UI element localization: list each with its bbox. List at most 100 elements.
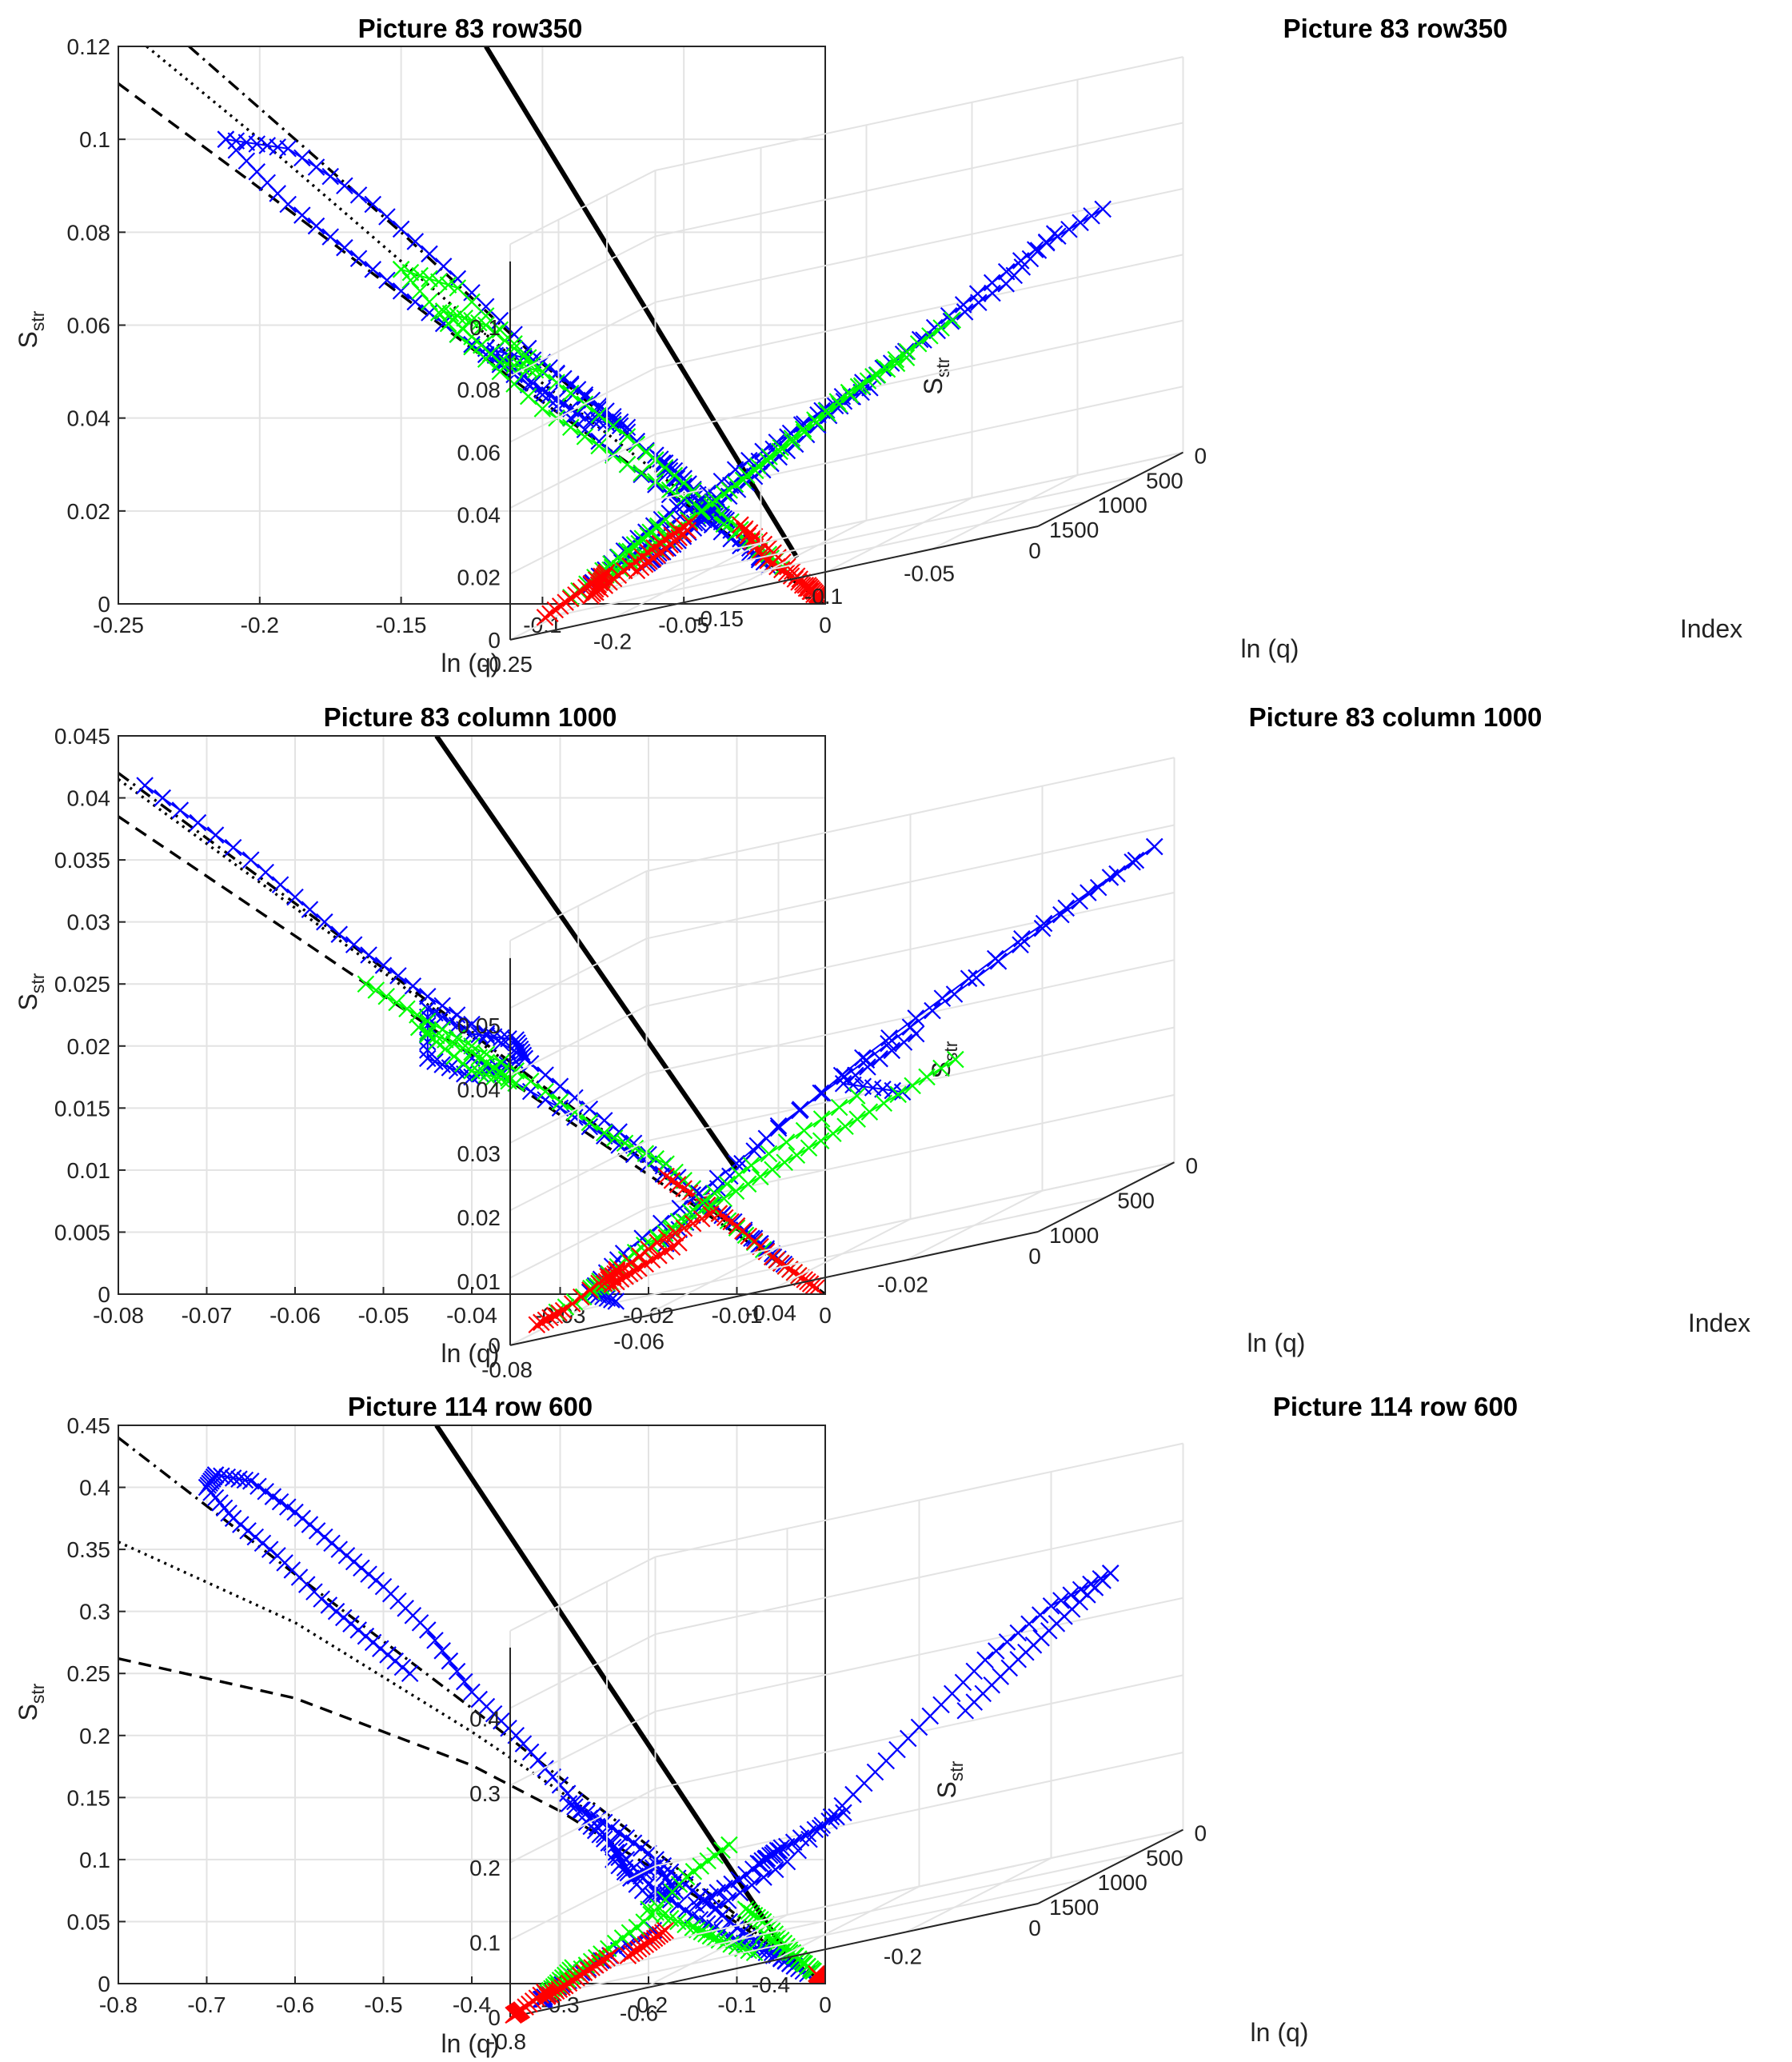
data-point-marker: [409, 1018, 428, 1037]
x-tick-label: -0.05: [904, 561, 955, 585]
data-point-marker: [732, 516, 749, 534]
data-point-marker: [687, 1896, 705, 1914]
data-point-marker: [764, 1161, 781, 1179]
y-tick-label: 0.15: [67, 1785, 111, 1810]
index-axis-line: [1037, 1828, 1183, 1904]
data-point-marker: [603, 1291, 621, 1309]
index-tick-label: 500: [1117, 1189, 1155, 1213]
data-point-marker: [271, 876, 289, 893]
series-red: [528, 1205, 720, 1334]
plot-area: -0.8 -0.7 -0.6 -0.5 -0.4 -0.3 -0.2 -0.1 000.050.…: [67, 1413, 832, 2017]
data-point-marker: [321, 167, 339, 186]
data-point-marker: [477, 316, 495, 334]
data-point-marker: [794, 420, 812, 438]
data-point-marker: [702, 1205, 720, 1223]
data-point-marker: [406, 233, 425, 250]
data-point-marker: [533, 400, 552, 418]
data-point-marker: [608, 1273, 625, 1291]
floor-gridline: [773, 1885, 920, 1961]
y-axis-label: Sstr: [14, 310, 48, 348]
y-tick-label: 0.12: [67, 34, 111, 59]
data-point-marker: [735, 521, 753, 539]
data-point-marker: [367, 981, 385, 999]
plot-frame: [118, 46, 826, 605]
data-point-marker: [449, 270, 467, 288]
data-point-marker: [237, 134, 256, 151]
data-point-marker: [740, 451, 758, 470]
data-point-marker: [1083, 207, 1100, 225]
data-point-marker: [418, 1000, 437, 1018]
x-tick-label: 0: [1028, 538, 1041, 563]
data-point-marker: [849, 378, 868, 396]
series-blue3: [834, 1025, 925, 1101]
data-point-marker: [561, 384, 580, 402]
x-tick-label: -0.04: [446, 1303, 497, 1328]
data-point-marker: [519, 387, 537, 406]
data-point-marker: [715, 1189, 733, 1208]
z-tick-label: 0.02: [457, 565, 501, 590]
data-point-marker: [720, 1836, 738, 1854]
data-point-marker: [684, 482, 702, 500]
data-point-marker: [576, 428, 594, 446]
data-point-marker: [439, 276, 457, 294]
data-point-marker: [1026, 241, 1044, 258]
data-point-marker: [537, 1311, 555, 1329]
side-gridline: [509, 1865, 656, 1941]
data-point-marker: [1094, 200, 1112, 218]
data-point-marker: [595, 1112, 613, 1129]
data-point-marker: [392, 261, 410, 278]
side-gridline: [509, 301, 656, 378]
data-point-marker: [441, 1652, 459, 1670]
data-point-marker: [652, 1214, 670, 1233]
x-tick-label: -0.25: [481, 652, 533, 677]
data-point-marker: [557, 593, 574, 611]
plot-area: -0.25 -0.2 -0.15 -0.1 -0.05 0 0 0.02 0.04 0.06 0.0…: [457, 56, 1207, 677]
data-point-marker: [590, 437, 608, 455]
data-point-marker: [406, 293, 425, 311]
data-point-marker: [581, 1113, 599, 1132]
data-point-marker: [970, 294, 988, 312]
data-point-marker: [418, 1008, 437, 1026]
data-point-marker: [445, 1035, 463, 1053]
back-gridline: [655, 1752, 1183, 1867]
data-point-marker: [626, 1139, 645, 1157]
y-tick-label: 0.4: [79, 1476, 110, 1501]
panel-title: Picture 83 row350: [1283, 14, 1508, 43]
y-axis-label-main: S: [919, 378, 948, 394]
back-gridline: [655, 1442, 1183, 1558]
data-point-marker: [581, 1100, 599, 1118]
data-point-marker: [812, 1110, 831, 1128]
data-point-marker: [808, 1279, 825, 1294]
data-point-marker: [607, 1293, 625, 1310]
x-tick-label: 0: [1028, 1916, 1041, 1940]
y-tick-label: 0.025: [54, 972, 110, 997]
data-point-marker: [684, 1863, 703, 1880]
data-point-marker: [625, 1262, 644, 1280]
data-point-marker: [561, 589, 580, 608]
z-tick-label: 0.04: [457, 1077, 501, 1102]
y-axis-label-sub: str: [946, 1760, 967, 1781]
data-point-marker: [945, 985, 964, 1003]
data-point-marker: [760, 1145, 778, 1163]
data-point-marker: [477, 298, 495, 316]
back-gridline: [655, 1596, 1183, 1712]
data-point-marker: [932, 1059, 950, 1077]
plot-area: -0.08-0.07-0.06-0.05-0.04-0.03-0.02-0.01…: [54, 724, 832, 1328]
data-point-marker: [692, 1857, 710, 1875]
data-point-marker: [721, 477, 740, 494]
data-point-marker: [608, 1261, 625, 1279]
data-point-marker: [401, 271, 420, 290]
y-tick-label: 0.015: [54, 1096, 110, 1121]
x-tick-label: -0.4: [752, 1972, 790, 1997]
data-point-marker: [772, 1839, 791, 1857]
z-tick-label: 0: [488, 2005, 501, 2030]
data-point-marker: [605, 1851, 622, 1868]
x-tick-label: -0.15: [376, 613, 427, 637]
data-point-marker: [684, 1919, 702, 1936]
data-point-marker: [765, 1844, 784, 1862]
data-point-marker: [697, 1925, 715, 1943]
data-point-marker: [675, 474, 692, 492]
z-tick-label: 0: [488, 628, 501, 653]
side-gridline: [509, 499, 656, 575]
data-point-marker: [572, 582, 590, 600]
